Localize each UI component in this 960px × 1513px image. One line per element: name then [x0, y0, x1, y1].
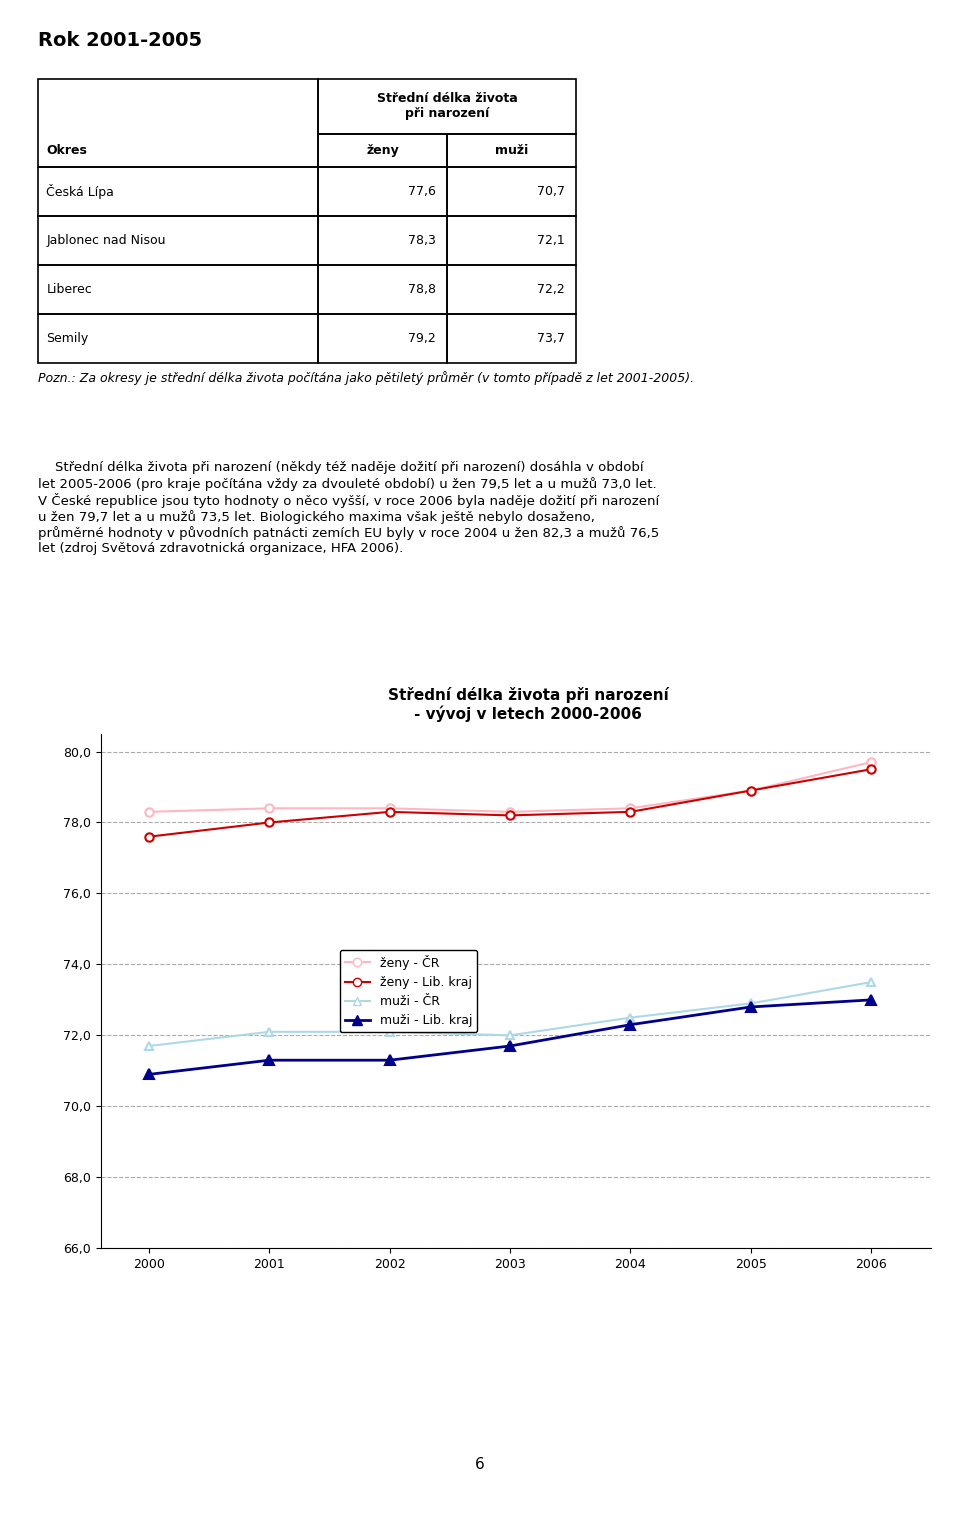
Bar [447, 265, 576, 315]
Text: muži: muži [494, 144, 528, 157]
Bar [318, 265, 447, 315]
Text: Česká Lípa: Česká Lípa [46, 185, 114, 200]
Legend: ženy - ČR, ženy - Lib. kraj, muži - ČR, muži - Lib. kraj: ženy - ČR, ženy - Lib. kraj, muži - ČR, … [340, 950, 477, 1032]
Text: 78,3: 78,3 [408, 235, 436, 247]
Bar [318, 79, 576, 135]
Text: 70,7: 70,7 [538, 185, 565, 198]
Text: Jablonec nad Nisou: Jablonec nad Nisou [46, 235, 166, 247]
Bar [447, 216, 576, 265]
Bar [38, 166, 318, 216]
Text: 6: 6 [475, 1457, 485, 1472]
Text: 72,2: 72,2 [538, 283, 565, 297]
Text: 73,7: 73,7 [538, 333, 565, 345]
Bar [318, 216, 447, 265]
Bar [38, 216, 318, 265]
Bar [447, 135, 576, 166]
Text: Liberec: Liberec [46, 283, 92, 297]
Text: Okres: Okres [46, 144, 87, 157]
Text: Střední délka života
při narození: Střední délka života při narození [376, 92, 517, 121]
Text: 72,1: 72,1 [538, 235, 565, 247]
Bar [38, 79, 318, 166]
Text: Střední délka života při narození (někdy též naděje dožití při narození) dosáhla: Střední délka života při narození (někdy… [38, 461, 660, 555]
Bar [38, 315, 318, 363]
Text: Pozn.: Za okresy je střední délka života počítána jako pětiletý průměr (v tomto : Pozn.: Za okresy je střední délka života… [38, 371, 694, 384]
Text: 78,8: 78,8 [408, 283, 436, 297]
Bar [318, 135, 447, 166]
Bar [318, 166, 447, 216]
Text: 77,6: 77,6 [408, 185, 436, 198]
Bar [38, 265, 318, 315]
Text: Semily: Semily [46, 333, 88, 345]
Bar [447, 315, 576, 363]
Text: 79,2: 79,2 [408, 333, 436, 345]
Bar [318, 315, 447, 363]
Text: Rok 2001-2005: Rok 2001-2005 [38, 30, 203, 50]
Bar [447, 166, 576, 216]
Text: ženy: ženy [366, 144, 398, 157]
Text: Střední délka života při narození
- vývoj v letech 2000-2006: Střední délka života při narození - vývo… [388, 687, 668, 722]
